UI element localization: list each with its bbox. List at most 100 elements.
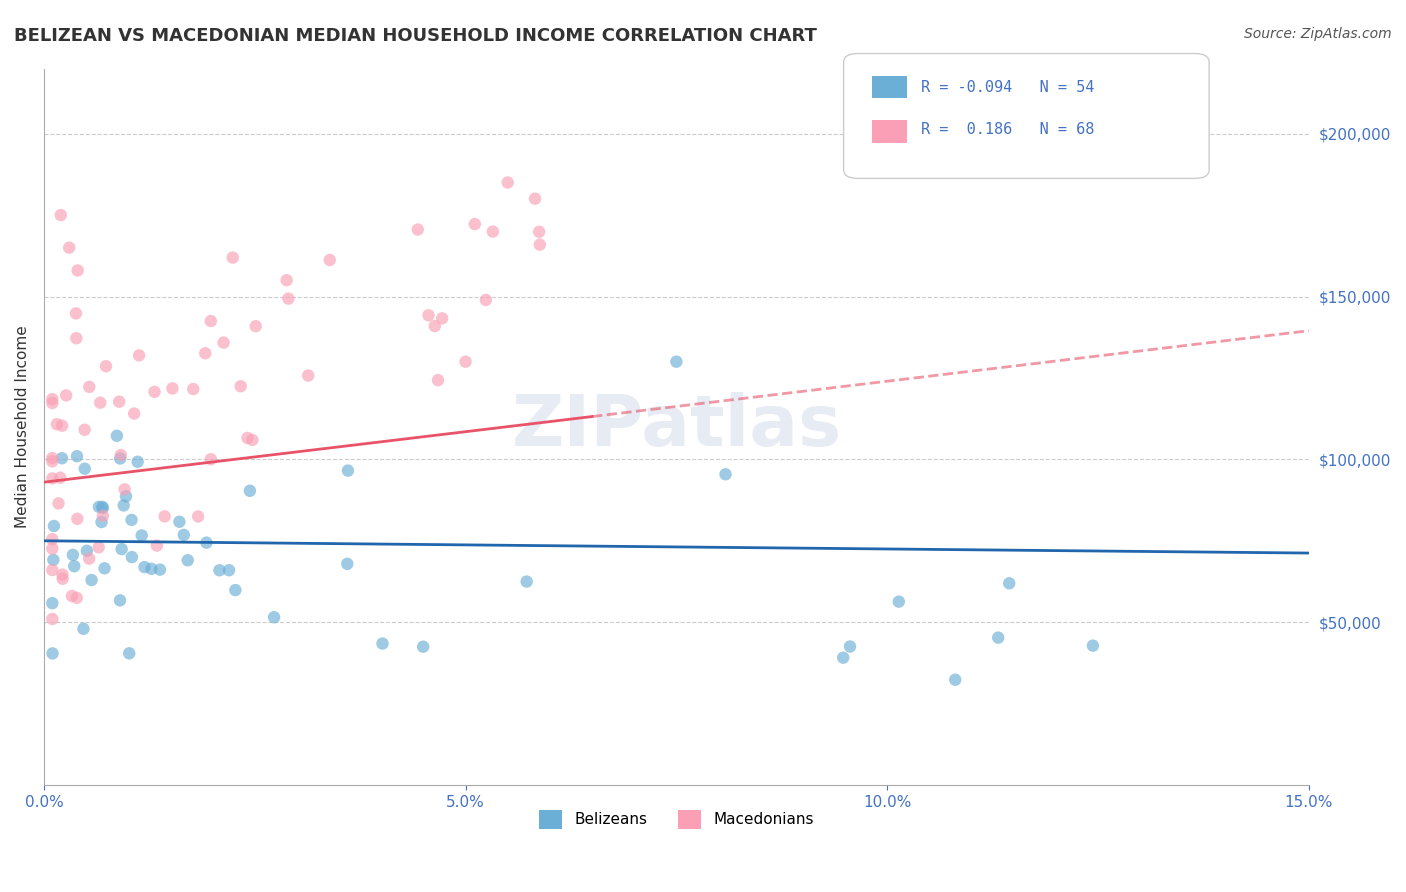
Macedonians [41, 563, 63, 577]
Text: R =  0.186   N = 68: R = 0.186 N = 68 [921, 122, 1094, 136]
Macedonians [49, 471, 72, 485]
Belizeans [131, 528, 153, 542]
Belizeans [115, 489, 138, 503]
Macedonians [41, 541, 63, 556]
Belizeans [91, 501, 114, 516]
Macedonians [406, 222, 429, 236]
Macedonians [89, 395, 111, 409]
Belizeans [80, 573, 103, 587]
Belizeans [112, 499, 135, 513]
Macedonians [146, 539, 169, 553]
Macedonians [475, 293, 498, 307]
Macedonians [94, 359, 117, 374]
Belizeans [665, 354, 688, 368]
Belizeans [336, 464, 359, 478]
Macedonians [423, 319, 446, 334]
Belizeans [87, 500, 110, 514]
Macedonians [41, 396, 63, 410]
Belizeans [998, 576, 1021, 591]
Belizeans [177, 553, 200, 567]
Macedonians [41, 612, 63, 626]
Belizeans [412, 640, 434, 654]
Belizeans [1081, 639, 1104, 653]
Belizeans [62, 548, 84, 562]
Belizeans [239, 483, 262, 498]
Belizeans [516, 574, 538, 589]
Belizeans [263, 610, 285, 624]
Macedonians [48, 496, 70, 510]
Macedonians [153, 509, 176, 524]
Macedonians [65, 331, 87, 345]
Belizeans [108, 451, 131, 466]
Belizeans [336, 557, 359, 571]
Belizeans [208, 563, 231, 577]
Macedonians [51, 418, 73, 433]
Macedonians [236, 431, 259, 445]
Macedonians [427, 373, 450, 387]
Text: R = -0.094   N = 54: R = -0.094 N = 54 [921, 80, 1094, 95]
Macedonians [464, 217, 486, 231]
Macedonians [73, 423, 96, 437]
Macedonians [41, 454, 63, 468]
Belizeans [90, 515, 112, 529]
Belizeans [42, 553, 65, 567]
Belizeans [371, 636, 394, 650]
Belizeans [169, 515, 191, 529]
Macedonians [319, 252, 342, 267]
Macedonians [482, 225, 505, 239]
Macedonians [66, 263, 89, 277]
Macedonians [222, 251, 245, 265]
Macedonians [41, 451, 63, 466]
Macedonians [45, 417, 67, 432]
Belizeans [943, 673, 966, 687]
Macedonians [194, 346, 217, 360]
Macedonians [212, 335, 235, 350]
Macedonians [65, 306, 87, 320]
Belizeans [134, 560, 156, 574]
Macedonians [128, 348, 150, 362]
Belizeans [105, 429, 128, 443]
Macedonians [41, 533, 63, 547]
Macedonians [200, 452, 222, 467]
Belizeans [118, 646, 141, 660]
Belizeans [149, 563, 172, 577]
Macedonians [122, 407, 145, 421]
Y-axis label: Median Household Income: Median Household Income [15, 326, 30, 528]
Macedonians [52, 572, 75, 586]
Macedonians [297, 368, 319, 383]
Macedonians [454, 354, 477, 368]
Belizeans [76, 543, 98, 558]
Macedonians [79, 380, 101, 394]
Macedonians [87, 541, 110, 555]
Macedonians [108, 394, 131, 409]
Text: ZIPatlas: ZIPatlas [512, 392, 841, 461]
Macedonians [229, 379, 252, 393]
Macedonians [66, 591, 89, 605]
Belizeans [73, 461, 96, 475]
Belizeans [224, 583, 246, 598]
Belizeans [121, 513, 143, 527]
Macedonians [418, 308, 440, 322]
Text: BELIZEAN VS MACEDONIAN MEDIAN HOUSEHOLD INCOME CORRELATION CHART: BELIZEAN VS MACEDONIAN MEDIAN HOUSEHOLD … [14, 27, 817, 45]
Macedonians [41, 392, 63, 406]
Belizeans [887, 594, 910, 608]
Macedonians [527, 225, 550, 239]
Macedonians [242, 433, 264, 447]
Belizeans [66, 449, 89, 463]
Macedonians [143, 384, 166, 399]
Belizeans [41, 647, 63, 661]
Belizeans [714, 467, 737, 482]
Belizeans [121, 550, 143, 565]
Legend: Belizeans, Macedonians: Belizeans, Macedonians [533, 804, 820, 835]
Macedonians [91, 508, 114, 523]
Belizeans [987, 631, 1010, 645]
Text: Source: ZipAtlas.com: Source: ZipAtlas.com [1244, 27, 1392, 41]
Belizeans [93, 561, 115, 575]
Belizeans [111, 542, 134, 557]
Belizeans [173, 528, 195, 542]
Belizeans [832, 650, 855, 665]
Macedonians [49, 208, 72, 222]
Macedonians [245, 319, 267, 334]
Macedonians [77, 551, 100, 566]
Belizeans [127, 455, 149, 469]
